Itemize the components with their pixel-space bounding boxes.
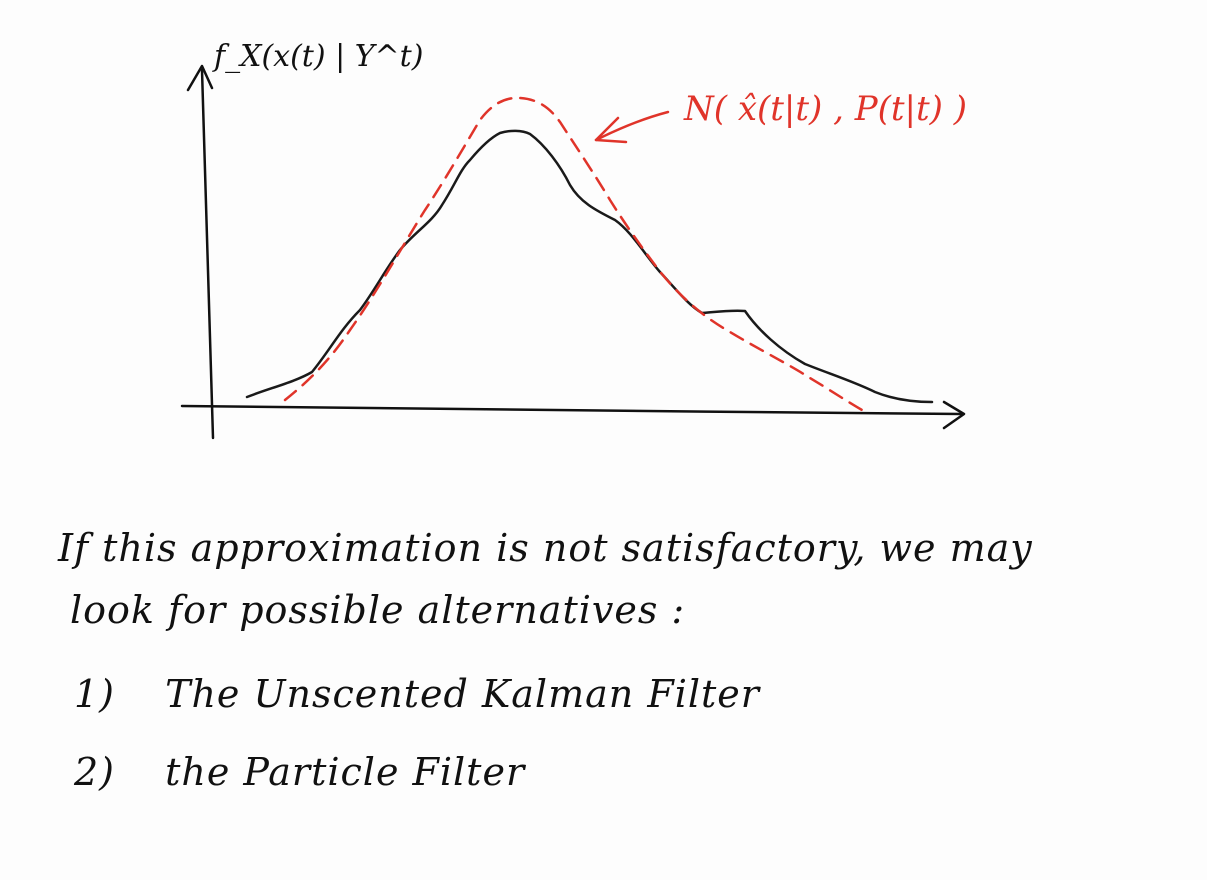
note-line-2: look for possible alternatives :	[70, 588, 686, 632]
y-axis	[200, 68, 215, 440]
alternative-text: the Particle Filter	[165, 750, 526, 794]
alternative-number: 2)	[74, 750, 116, 794]
x-axis	[180, 404, 964, 416]
y-axis-label: f_X(x(t) | Y^t)	[212, 39, 423, 74]
y-axis-arrowhead	[186, 64, 214, 92]
gaussian-approximation-curve	[283, 96, 864, 412]
gaussian-label: N( x̂(t|t) , P(t|t) )	[683, 89, 967, 129]
note-line-1: If this approximation is not satisfactor…	[58, 526, 1033, 570]
gaussian-pointer-arrow	[594, 110, 670, 142]
alternative-number: 1)	[74, 672, 116, 716]
x-axis-arrowhead	[942, 400, 966, 430]
alternative-item-2: 2) the Particle Filter	[74, 750, 525, 794]
alternative-item-1: 1) The Unscented Kalman Filter	[74, 672, 760, 716]
alternative-text: The Unscented Kalman Filter	[165, 672, 760, 716]
gaussian-pointer-arrowhead	[594, 116, 628, 144]
true-density-curve	[245, 129, 934, 404]
